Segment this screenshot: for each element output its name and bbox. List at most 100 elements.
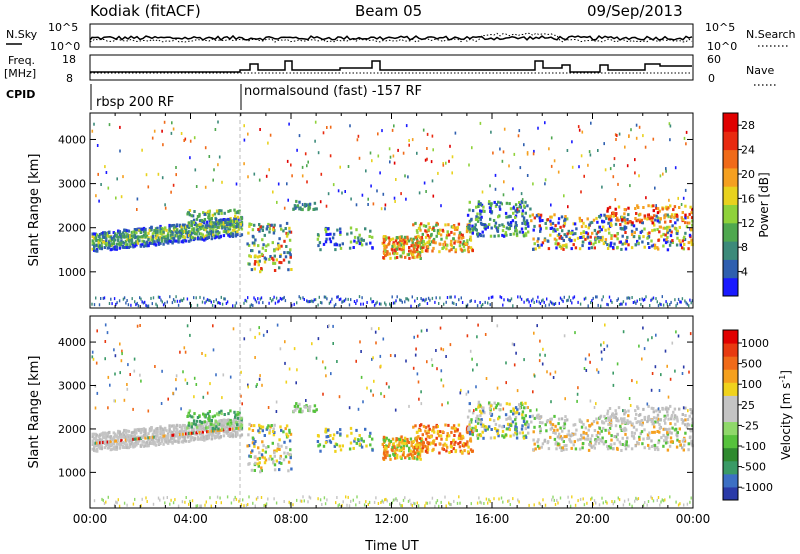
data-cell — [474, 218, 478, 221]
data-cell — [531, 213, 534, 217]
data-cell — [115, 434, 118, 438]
data-cell — [670, 213, 674, 217]
data-cell — [334, 449, 337, 453]
data-cell — [656, 216, 660, 220]
data-cell — [568, 437, 571, 441]
data-cell — [666, 431, 669, 435]
data-cell — [91, 439, 94, 443]
data-cell — [612, 415, 615, 419]
data-cell — [609, 244, 612, 248]
data-cell — [172, 424, 176, 428]
data-cell — [565, 245, 568, 249]
data-cell — [238, 499, 240, 503]
power-x-ticks — [89, 113, 694, 308]
data-cell — [559, 235, 562, 238]
data-cell — [640, 302, 642, 306]
data-cell — [323, 295, 326, 299]
data-cell — [632, 436, 636, 440]
data-cell — [93, 448, 96, 452]
data-cell — [537, 237, 540, 241]
data-cell — [123, 241, 126, 245]
data-cell — [225, 419, 229, 422]
data-cell — [641, 297, 643, 301]
data-cell — [570, 247, 573, 251]
data-cell — [652, 410, 655, 414]
data-cell — [490, 295, 493, 299]
data-cell — [682, 247, 685, 251]
data-cell — [162, 235, 165, 239]
data-cell — [285, 424, 289, 428]
data-cell — [195, 232, 198, 236]
data-cell — [436, 430, 440, 434]
data-cell — [219, 302, 221, 305]
data-cell — [136, 440, 140, 444]
data-cell — [416, 446, 419, 450]
data-cell — [669, 124, 672, 128]
data-cell — [464, 241, 467, 245]
data-cell — [581, 436, 584, 440]
data-cell — [636, 299, 638, 303]
data-cell — [418, 456, 421, 460]
data-cell — [690, 441, 693, 445]
data-cell — [166, 438, 170, 441]
data-cell — [236, 413, 239, 417]
data-cell — [160, 298, 162, 302]
data-cell — [624, 432, 627, 436]
data-cell — [395, 247, 399, 251]
data-cell — [189, 238, 192, 242]
data-cell — [404, 255, 407, 259]
data-cell — [630, 447, 634, 451]
data-cell — [198, 425, 201, 429]
data-cell — [206, 237, 209, 240]
data-cell — [201, 434, 204, 438]
data-cell — [487, 201, 491, 205]
data-cell — [563, 221, 567, 225]
data-cell — [627, 213, 630, 217]
data-cell — [518, 129, 521, 133]
data-cell — [521, 209, 525, 213]
data-cell — [288, 428, 291, 432]
data-cell — [666, 225, 669, 229]
data-cell — [617, 218, 620, 222]
data-cell — [518, 431, 522, 435]
data-cell — [263, 456, 266, 460]
data-cell — [549, 420, 552, 424]
data-cell — [179, 299, 181, 303]
data-cell — [660, 436, 663, 440]
data-cell — [499, 403, 502, 407]
data-cell — [384, 235, 387, 239]
data-cell — [669, 303, 671, 307]
data-cell — [182, 423, 185, 427]
data-cell — [123, 446, 126, 449]
data-cell — [115, 445, 118, 449]
data-cell — [648, 246, 651, 249]
data-cell — [547, 239, 550, 243]
data-cell — [649, 215, 652, 219]
data-cell — [642, 437, 645, 441]
data-cell — [392, 498, 395, 502]
data-cell — [684, 431, 687, 435]
data-cell — [254, 504, 256, 508]
data-cell — [638, 174, 640, 178]
data-cell — [362, 302, 364, 306]
data-cell — [411, 253, 415, 257]
data-cell — [187, 411, 190, 415]
data-cell — [106, 234, 109, 238]
data-cell — [402, 151, 405, 155]
data-cell — [193, 136, 196, 140]
data-cell — [319, 498, 322, 502]
data-cell — [156, 232, 159, 235]
data-cell — [685, 142, 687, 146]
data-cell — [168, 239, 171, 243]
data-cell — [442, 163, 445, 167]
data-cell — [154, 234, 158, 238]
data-cell — [292, 409, 295, 413]
data-cell — [586, 434, 590, 438]
data-cell — [103, 432, 106, 436]
data-cell — [145, 434, 149, 438]
data-cell — [275, 459, 278, 463]
data-cell — [104, 165, 106, 169]
data-cell — [589, 440, 592, 444]
data-cell — [212, 221, 215, 225]
data-cell — [256, 260, 259, 264]
